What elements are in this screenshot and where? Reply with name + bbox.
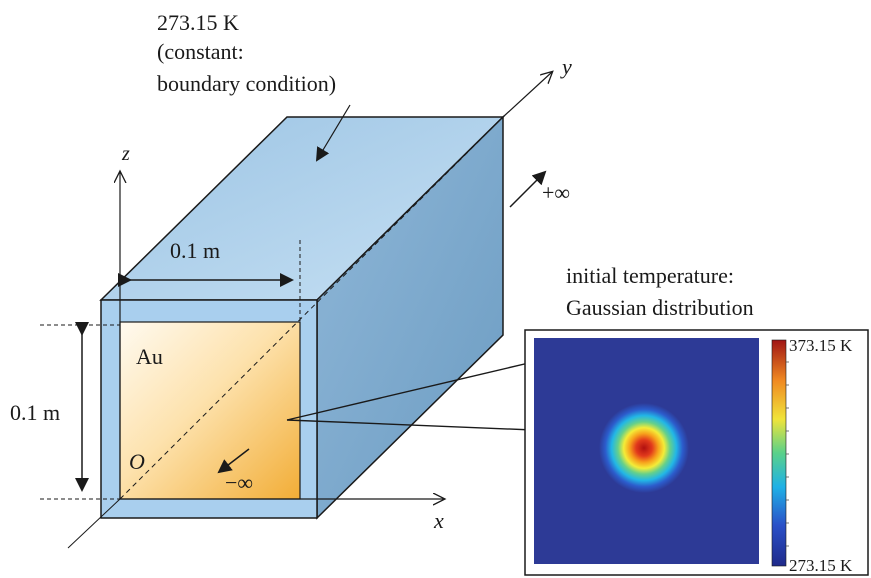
gaussian-hotspot	[599, 403, 689, 493]
z-axis-label: z	[121, 143, 130, 165]
y-axis-hidden	[119, 116, 504, 500]
callout-line-upper	[286, 361, 534, 421]
y-axis-label: y	[560, 54, 572, 79]
height-dimension-label: 0.1 m	[10, 400, 60, 425]
plus-infinity-label: +∞	[542, 180, 570, 205]
y-axis-front-tail	[67, 498, 121, 549]
colorbar	[771, 339, 787, 567]
origin-label: O	[129, 449, 145, 474]
colorbar-max-label: 373.15 K	[789, 336, 853, 355]
colorbar-ticks	[786, 361, 789, 547]
boundary-pointer-arrow	[315, 104, 351, 162]
plus-infinity-arrow	[509, 170, 547, 208]
callout-line-lower	[286, 419, 534, 431]
x-axis-label: x	[433, 508, 444, 533]
minus-infinity-arrow	[217, 448, 250, 474]
width-dimension-label: 0.1 m	[170, 238, 220, 263]
initial-temperature-line1: initial temperature:	[566, 263, 734, 288]
minus-infinity-label: −∞	[225, 470, 253, 495]
boundary-label-line2: (constant:	[157, 39, 244, 64]
y-axis-arrow	[502, 72, 552, 118]
initial-temperature-line2: Gaussian distribution	[566, 295, 754, 320]
boundary-label-line3: boundary condition)	[157, 71, 336, 96]
colorbar-min-label: 273.15 K	[789, 556, 853, 575]
boundary-label-line1: 273.15 K	[157, 10, 239, 35]
material-label: Au	[136, 344, 163, 369]
